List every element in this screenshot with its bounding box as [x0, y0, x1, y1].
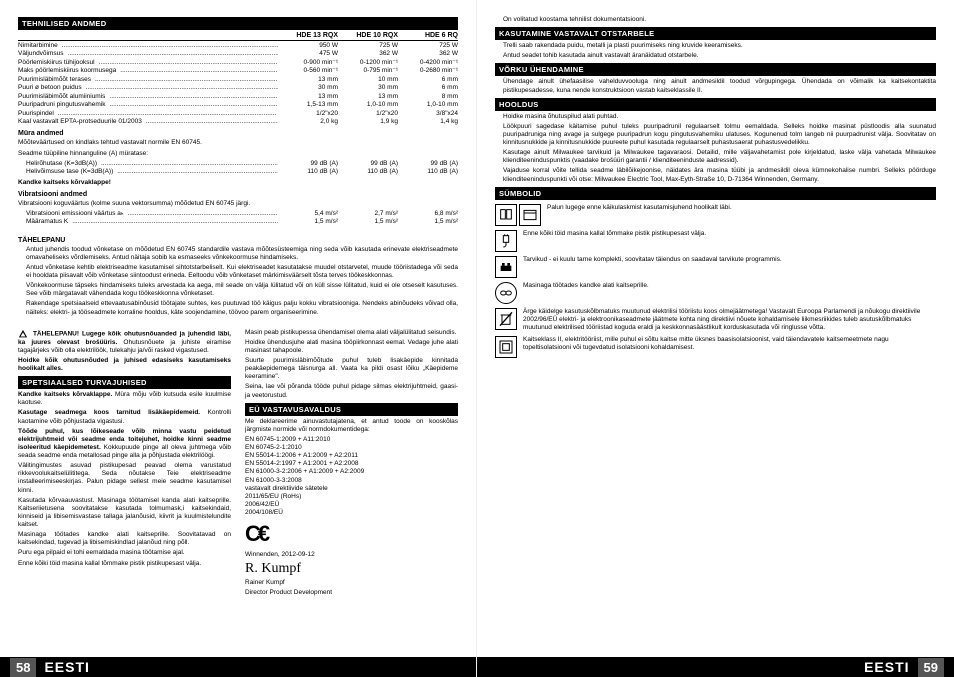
noise-text: Mõõteväärtused on kindlaks tehtud vastav… [18, 139, 458, 147]
eu-declaration: EÜ VASTAVUSAVALDUS [245, 403, 458, 416]
symbol-row: Tarvikud - ei kuulu tarne komplekti, soo… [495, 256, 936, 278]
tahelepanu-heading: TÄHELEPANU [18, 237, 458, 244]
tahelepanu-para: Võnkekoormuse täpseks hindamiseks tuleks… [18, 282, 458, 298]
tahelepanu-para: Antud juhendis toodud võnketase on mõõde… [18, 246, 458, 262]
spec-row: Kaal vastavalt EPTA-protseduurile 01/200… [18, 118, 458, 126]
page-footer-right: EESTI 59 [477, 657, 954, 677]
spec-col-header: HDE 13 RQX HDE 10 RQX HDE 6 RQ [18, 32, 458, 41]
tahelepanu-para: Rakendage spetsiaalseid ettevaatusabinõu… [18, 300, 458, 316]
symbol-row: Enne kõiki töid masina kallal tõmmake pi… [495, 230, 936, 252]
spec-row: Väljundvõimsus475 W362 W362 W [18, 50, 458, 58]
page-footer-left: 58 EESTI [0, 657, 476, 677]
spec-row: Maks pöörlemiskiirus koormusega0-560 min… [18, 67, 458, 75]
left-col: ! TÄHELEPANU! Lugege kõik ohutusnõuanded… [18, 327, 231, 600]
spec-row: Nimitarbimine950 W725 W725 W [18, 42, 458, 50]
symbol-row: Palun lugege enne käikulaskmist kasutami… [495, 204, 936, 226]
symbol-row: Masinaga töötades kandke alati kaitsepri… [495, 282, 936, 304]
mid-col: Masin peab pistikupessa ühendamisel olem… [245, 327, 458, 600]
specs-header: TEHNILISED ANDMED [18, 17, 458, 30]
vib-heading: Vibratsiooni andmed [18, 191, 458, 198]
spec-row: Puurimisläbimõõt terases13 mm10 mm6 mm [18, 76, 458, 84]
spec-row: Puurimisläbimõõt alumiiniumis13 mm13 mm8… [18, 93, 458, 101]
spec-row: Puurispindel1/2"x201/2"x203/8"x24 [18, 110, 458, 118]
ce-mark-icon: C€ [245, 521, 458, 547]
section-mains: VÕRKU ÜHENDAMINE [495, 63, 936, 76]
spec-row: Puuri ø betoon puidus30 mm30 mm6 mm [18, 84, 458, 92]
section-symbols: SÜMBOLID [495, 187, 936, 200]
noise-text2: Seadme tüüpiline hinnanguline (A) mürata… [18, 150, 458, 158]
section-maintenance: HOOLDUS [495, 98, 936, 111]
warning-icon: ! [18, 329, 28, 339]
spec-row: Pöörlemiskiirus tühijooksul0-900 min⁻¹0-… [18, 59, 458, 67]
section-use: KASUTAMINE VASTAVALT OTSTARBELE [495, 27, 936, 40]
spec-row: Puuripadruni pingutusvahemik1,5-13 mm1,0… [18, 101, 458, 109]
ear-protect: Kandke kaitseks kõrvaklappе! [18, 179, 458, 187]
tahelepanu-para: Antud võnketase kehtib elektriseadme kas… [18, 264, 458, 280]
page-left: TEHNILISED ANDMED HDE 13 RQX HDE 10 RQX … [0, 0, 477, 677]
noise-heading: Müra andmed [18, 130, 458, 137]
section-spec-safety: SPETSIAALSED TURVAJUHISED [18, 376, 231, 389]
vib-text: Vibratsiooni koguväärtus (kolme suuna ve… [18, 200, 458, 208]
signature: R. Kumpf [245, 561, 458, 577]
symbol-row: Kaitseklass II, elektritööriist, mille p… [495, 336, 936, 358]
page-right: On volitatud koostama tehnilist dokument… [477, 0, 954, 677]
svg-text:!: ! [22, 333, 23, 337]
symbol-row: Ärge käidelge kasutuskõlbmatuks muutunud… [495, 308, 936, 332]
